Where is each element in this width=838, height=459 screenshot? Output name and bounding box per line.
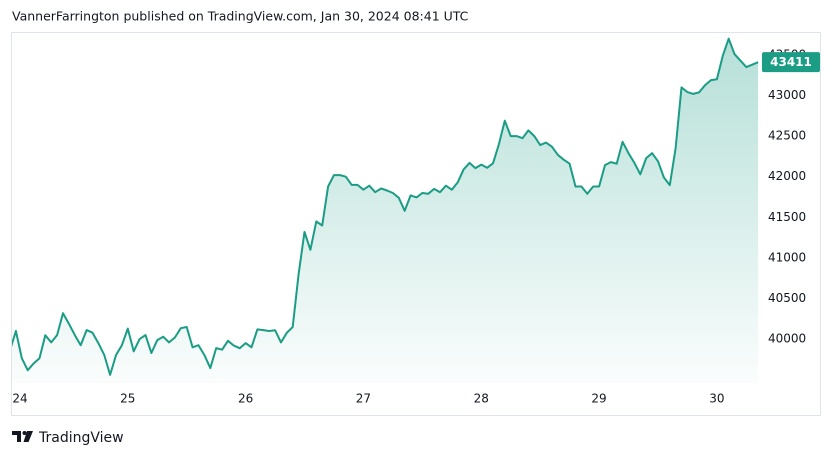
x-tick-label: 25 [120,392,135,406]
price-line [12,37,759,376]
y-tick-label: 43000 [768,88,806,102]
x-tick-label: 24 [12,392,27,406]
y-tick-label: 40000 [768,332,806,346]
footer-brand: TradingView [38,430,124,446]
y-tick-label: 41000 [768,250,806,264]
last-price-tag [762,52,820,73]
y-tick-label: 41500 [768,210,806,224]
y-tick-label: 42500 [768,129,806,143]
overlay: 4000040500410004150042000425004300043500… [12,47,820,406]
plot-area [12,37,759,383]
chart-title: VannerFarrington published on TradingVie… [12,9,469,24]
last-price-label: 43411 [770,55,812,69]
x-tick-label: 27 [356,392,371,406]
x-tick-label: 29 [591,392,606,406]
y-tick-label: 42000 [768,169,806,183]
x-tick-label: 30 [709,392,724,406]
chart-frame [11,32,821,416]
area-fill [12,38,759,383]
y-tick-label: 40500 [768,291,806,305]
footer-logo [12,431,33,442]
x-tick-label: 26 [238,392,253,406]
x-tick-label: 28 [474,392,489,406]
